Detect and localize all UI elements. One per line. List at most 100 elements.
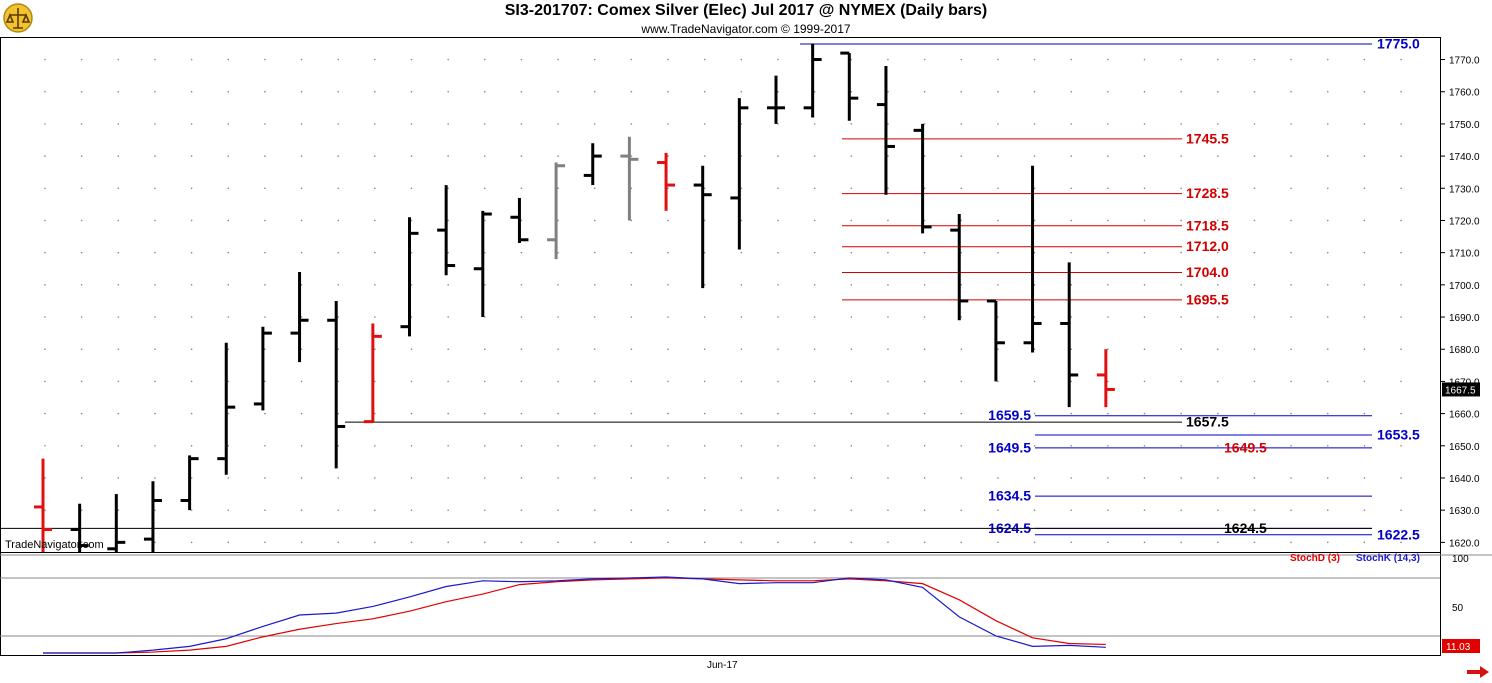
grid-dot xyxy=(1217,155,1219,157)
grid-dot xyxy=(227,123,230,125)
grid-dot xyxy=(410,123,413,125)
grid-dot xyxy=(1363,509,1366,511)
grid-dot xyxy=(777,155,779,157)
grid-dot xyxy=(1143,444,1146,447)
grid-dot xyxy=(447,155,449,157)
grid-dot xyxy=(960,412,963,415)
grid-dot xyxy=(1326,155,1329,157)
grid-dot xyxy=(190,380,193,383)
grid-dot xyxy=(887,187,889,190)
grid-dot xyxy=(813,123,816,125)
grid-dot xyxy=(264,58,266,61)
grid-dot xyxy=(960,509,963,511)
y-tick-label: 1700.0 xyxy=(1449,281,1480,292)
grid-dot xyxy=(557,58,559,61)
level-label: 1745.5 xyxy=(1186,130,1229,146)
grid-dot xyxy=(1107,219,1109,222)
grid-dot xyxy=(264,155,266,157)
ohlc-bar xyxy=(327,300,346,469)
grid-dot xyxy=(117,412,120,415)
grid-dot xyxy=(154,509,156,511)
grid-dot xyxy=(1143,90,1146,93)
y-tick-label: 1680.0 xyxy=(1449,345,1480,356)
grid-dot xyxy=(1400,187,1402,190)
grid-dot xyxy=(264,444,266,447)
grid-dot xyxy=(777,219,779,222)
grid-dot xyxy=(337,284,340,286)
grid-dot xyxy=(520,412,523,415)
grid-dot xyxy=(410,187,413,190)
grid-dot xyxy=(374,251,376,254)
grid-dot xyxy=(997,155,999,157)
grid-dot xyxy=(227,444,230,447)
grid-dot xyxy=(923,316,926,318)
grid-dot xyxy=(1400,444,1402,447)
grid-dot xyxy=(484,316,486,318)
grid-dot xyxy=(1070,412,1072,415)
grid-dot xyxy=(703,348,706,351)
grid-dot xyxy=(1400,155,1402,157)
grid-dot xyxy=(1107,348,1109,351)
grid-dot xyxy=(80,412,83,415)
grid-dot xyxy=(630,123,633,125)
grid-dot xyxy=(154,541,156,544)
grid-dot xyxy=(740,251,743,254)
grid-dot xyxy=(1253,155,1256,157)
level-label: 1695.5 xyxy=(1186,291,1229,307)
grid-dot xyxy=(410,251,413,254)
grid-dot xyxy=(960,477,963,479)
grid-dot xyxy=(1290,348,1292,351)
grid-dot xyxy=(447,219,449,222)
grid-dot xyxy=(264,509,266,511)
grid-dot xyxy=(777,541,779,544)
grid-dot xyxy=(813,155,816,157)
grid-dot xyxy=(410,412,413,415)
ohlc-bar xyxy=(583,143,602,186)
grid-dot xyxy=(300,187,303,190)
grid-dot xyxy=(1033,380,1036,383)
grid-dot xyxy=(630,348,633,351)
level-label: 1775.0 xyxy=(1377,35,1420,51)
grid-dot xyxy=(813,284,816,286)
grid-dot xyxy=(300,412,303,415)
grid-dot xyxy=(1326,509,1329,511)
grid-dot xyxy=(813,348,816,351)
grid-dot xyxy=(997,477,999,479)
grid-dot xyxy=(887,251,889,254)
grid-dot xyxy=(850,123,853,125)
grid-dot xyxy=(410,348,413,351)
grid-dot xyxy=(593,541,596,544)
grid-dot xyxy=(557,155,559,157)
ohlc-bar xyxy=(986,299,1005,382)
grid-dot xyxy=(300,251,303,254)
level-label: 1649.5 xyxy=(988,439,1031,455)
grid-dot xyxy=(300,477,303,479)
grid-dot xyxy=(300,541,303,544)
stoch-line xyxy=(43,576,1106,654)
grid-dot xyxy=(154,348,156,351)
grid-dot xyxy=(997,284,999,286)
grid-dot xyxy=(1033,219,1036,222)
level-label: 1728.5 xyxy=(1186,185,1229,201)
scroll-right-arrow-icon[interactable] xyxy=(1466,665,1490,683)
grid-dot xyxy=(1143,187,1146,190)
ohlc-bar xyxy=(620,136,639,221)
grid-dot xyxy=(264,90,266,93)
grid-dot xyxy=(1217,187,1219,190)
grid-dot xyxy=(1070,155,1072,157)
grid-dot xyxy=(1326,444,1329,447)
grid-dot xyxy=(410,219,413,222)
grid-dot xyxy=(923,348,926,351)
grid-dot xyxy=(1253,187,1256,190)
stoch-tick-label: 100 xyxy=(1452,554,1469,565)
grid-dot xyxy=(960,541,963,544)
grid-dot xyxy=(703,412,706,415)
grid-dot xyxy=(1107,284,1109,286)
grid-dot xyxy=(1217,541,1219,544)
grid-dot xyxy=(154,90,156,93)
grid-dot xyxy=(923,444,926,447)
grid-dot xyxy=(1070,219,1072,222)
ohlc-bar xyxy=(510,197,529,243)
grid-dot xyxy=(1326,541,1329,544)
